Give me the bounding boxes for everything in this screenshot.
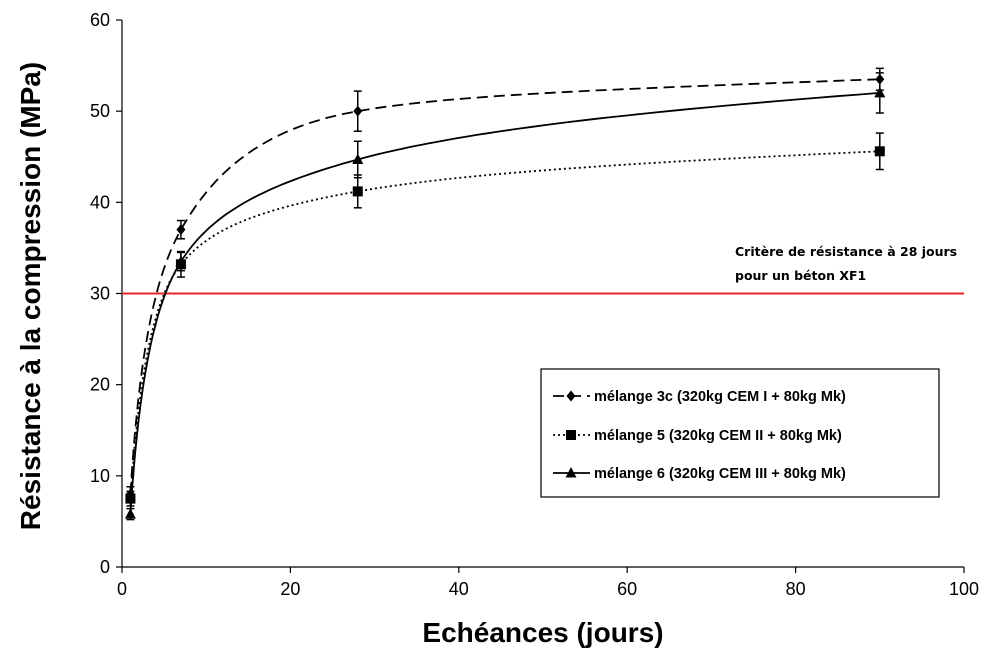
y-tick-label-2: 20: [90, 375, 110, 395]
series-2-trend: [129, 150, 880, 499]
legend-box: [540, 368, 940, 498]
x-tick-label-2: 40: [449, 579, 469, 599]
x-tick-label-0: 0: [117, 579, 127, 599]
x-tick-label-3: 60: [617, 579, 637, 599]
legend-marker-series-2: [566, 430, 576, 440]
x-axis-title: Echéances (jours): [422, 617, 663, 648]
series-layer: [124, 67, 886, 521]
series-3-point-3: [874, 86, 886, 98]
series-1-point-1: [176, 224, 186, 236]
y-axis-title: Résistance à la compression (MPa): [15, 62, 46, 530]
series-2-point-0: [125, 493, 136, 504]
legend-label-series-3: mélange 6 (320kg CEM III + 80kg Mk): [594, 466, 846, 482]
series-3: [124, 72, 886, 521]
y-tick-label-0: 0: [100, 557, 110, 577]
series-3-point-2: [352, 153, 364, 164]
series-2-point-3: [874, 146, 885, 157]
legend-label-series-1: mélange 3c (320kg CEM I + 80kg Mk): [594, 389, 846, 405]
y-tick-label-3: 30: [90, 284, 110, 304]
series-3-point-1: [175, 255, 187, 267]
y-tick-label-6: 60: [90, 10, 110, 30]
x-tick-group: 0 20 40 60 80 100: [117, 567, 979, 599]
x-tick-label-1: 20: [280, 579, 300, 599]
legend-items: [553, 390, 590, 478]
legend-marker-series-3: [565, 467, 577, 478]
reference-label-line2: pour un béton XF1: [735, 268, 866, 283]
y-tick-label-4: 40: [90, 192, 110, 212]
series-3-trend: [129, 92, 880, 515]
legend: mélange 3c (320kg CEM I + 80kg Mk) mélan…: [540, 368, 940, 498]
series-1-trend: [129, 78, 880, 495]
series-3-point-0: [124, 508, 136, 519]
legend-label-series-2: mélange 5 (320kg CEM II + 80kg Mk): [594, 428, 842, 444]
reference-label-line1: Critère de résistance à 28 jours: [735, 244, 957, 259]
x-tick-label-4: 80: [786, 579, 806, 599]
y-tick-group: 0 10 20 30 40 50 60: [90, 10, 122, 577]
y-tick-label-1: 10: [90, 466, 110, 486]
series-2-point-2: [352, 186, 363, 197]
x-tick-label-5: 100: [949, 579, 979, 599]
legend-marker-series-1: [566, 390, 576, 402]
y-tick-label-5: 50: [90, 101, 110, 121]
series-1-point-2: [353, 105, 363, 117]
